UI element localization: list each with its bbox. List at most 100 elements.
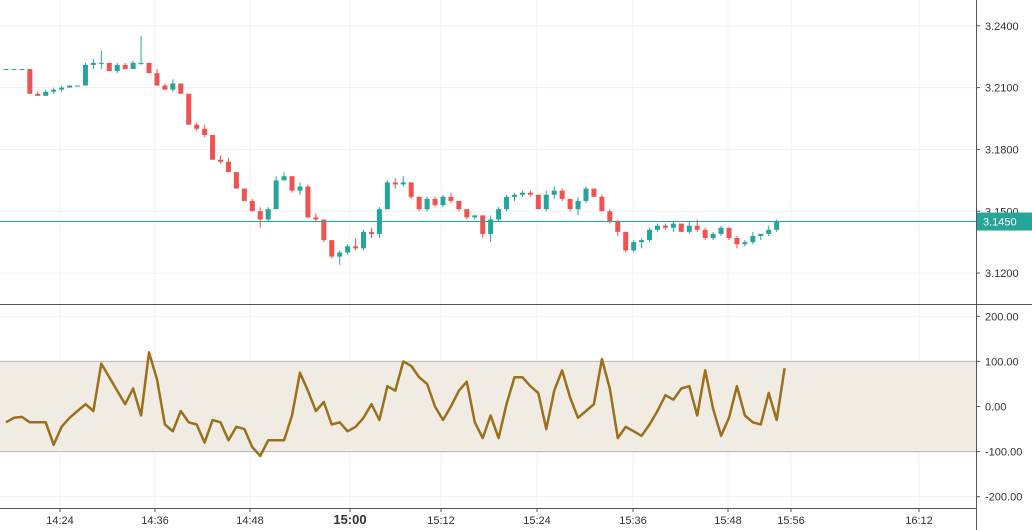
candle-body [27,69,33,94]
candle-body [170,83,176,90]
candle-body [35,93,41,96]
candle [138,36,144,65]
candle [11,69,17,71]
time-tick-label: 16:12 [905,515,933,527]
candle [130,60,136,70]
candle-body [384,182,390,210]
candle-body [19,69,25,71]
candle [233,172,239,189]
candle [273,176,279,210]
candle [384,180,390,210]
candlestick-series [3,36,780,265]
time-tick-label: 15:12 [427,515,455,527]
candle-body [146,62,152,74]
candle-body [766,229,772,234]
last-price-badge: 3.1450 [977,212,1032,231]
price-tick-label: 3.2100 [985,83,1019,95]
candle-body [686,225,692,232]
candle-body [162,85,168,90]
candle [337,250,343,265]
candle [297,182,303,195]
candle [511,192,517,201]
candle [726,227,732,241]
candle [400,176,406,187]
candle [51,87,57,94]
candle-body [114,64,120,72]
candle-body [361,231,367,249]
candle [202,124,208,138]
candle-body [488,219,494,234]
candle [3,69,9,71]
candle-body [392,182,398,185]
candle [106,62,112,72]
candle [559,188,565,201]
candle [440,194,446,208]
candle-body [726,227,732,239]
candle-body [432,198,438,206]
candle-body [3,69,9,71]
time-tick-label: 15:00 [333,512,366,527]
candle [329,240,335,259]
candle-body [527,192,533,195]
candle [305,184,311,218]
candle-body [400,182,406,185]
candle-body [615,221,621,232]
candle-body [511,194,517,197]
candle-body [702,229,708,239]
time-tick-label: 14:48 [236,515,264,527]
candle-body [710,233,716,239]
candle-body [313,217,319,220]
candle [718,225,724,236]
candle-body [559,190,565,199]
candle [82,62,88,86]
candle [734,235,740,249]
indicator-tick-label: 100.00 [985,356,1019,368]
candle [488,215,494,243]
cci-line [5,351,786,458]
candle-body [186,93,192,125]
candle-body [504,196,510,210]
candle [408,182,414,199]
candle-body [305,186,311,218]
candle [551,186,557,199]
candle-body [67,85,73,88]
candle-body [257,211,263,220]
candle-body [138,62,144,64]
candle-body [694,225,700,230]
candle-body [90,62,96,65]
candle [678,223,684,232]
time-axis-labels: 14:24 14:36 14:48 15:00 15:12 15:24 15:36 15:48… [46,508,933,527]
candle-body [551,190,557,195]
candle [321,219,327,243]
candle [639,238,645,249]
candle-body [496,209,502,220]
candle [583,186,589,204]
candle [27,69,33,94]
candle-body [734,238,740,245]
candle [265,207,271,222]
candle-body [464,209,470,218]
candle [631,240,637,253]
price-tick-label: 3.2400 [985,21,1019,33]
candle-body [368,231,374,234]
candle-body [329,240,335,257]
last-price-value: 3.1450 [983,217,1017,229]
candle [647,227,653,243]
candle [361,229,367,251]
candle [496,207,502,222]
indicator-tick-label: 0.00 [985,402,1006,414]
candle [662,223,668,230]
candle-body [82,64,88,86]
candle [654,223,660,232]
time-tick-label: 14:24 [46,515,74,527]
candle [599,194,605,212]
candle [424,196,430,212]
candle-body [98,62,104,64]
candle [257,207,263,228]
time-tick-label: 15:24 [523,515,551,527]
price-tick-label: 3.1200 [985,268,1019,280]
candle-body [297,186,303,191]
candle [376,207,382,239]
candle-body [337,252,343,257]
